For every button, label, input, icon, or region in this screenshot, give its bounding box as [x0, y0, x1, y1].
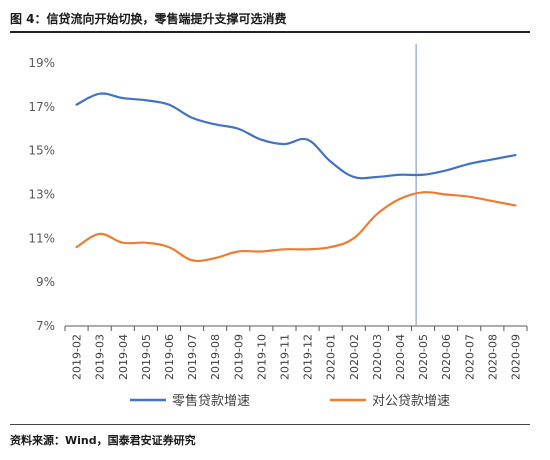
x-tick-label: 2019-04 — [117, 334, 130, 380]
line-chart: 7%9%11%13%15%17%19% 2019-02 2019-03 2019-0… — [28, 44, 528, 409]
x-tick-label: 2019-02 — [71, 334, 84, 380]
x-tick-label: 2019-10 — [255, 334, 268, 380]
x-tick-label: 2019-08 — [209, 334, 222, 380]
x-tick-label: 2019-11 — [278, 334, 291, 380]
x-tick-label: 2020-03 — [371, 334, 384, 380]
y-tick-label: 17% — [28, 100, 55, 114]
x-tick-label: 2020-07 — [463, 334, 476, 380]
x-tick-label: 2020-01 — [325, 334, 338, 380]
figure-title: 图 4：信贷流向开始切换，零售端提升支撑可选消费 — [10, 12, 287, 26]
series-lines — [75, 92, 517, 263]
legend: 零售贷款增速 对公贷款增速 — [130, 393, 450, 409]
y-tick-label: 7% — [36, 319, 55, 333]
x-tick-label: 2019-07 — [186, 334, 199, 380]
series-line-0 — [75, 92, 517, 180]
y-tick-label: 19% — [28, 56, 55, 70]
y-tick-label: 13% — [28, 188, 55, 202]
x-tick-label: 2019-12 — [302, 334, 315, 380]
x-tick-label: 2020-05 — [417, 334, 430, 380]
x-tick-label: 2019-05 — [140, 334, 153, 380]
series-line-1 — [75, 191, 517, 263]
x-tick-label: 2020-02 — [348, 334, 361, 380]
y-tick-label: 9% — [36, 275, 55, 289]
x-tick-label: 2019-09 — [232, 334, 245, 380]
y-tick-label: 15% — [28, 144, 55, 158]
x-tick-label: 2019-06 — [163, 334, 176, 380]
legend-label: 零售贷款增速 — [172, 393, 250, 409]
title-divider — [10, 31, 530, 33]
x-tick-label: 2020-06 — [440, 334, 453, 380]
x-tick-label: 2019-03 — [94, 334, 107, 380]
x-axis: 2019-02 2019-03 2019-04 2019-05 2019-06 2019-… — [64, 325, 528, 380]
legend-label: 对公贷款增速 — [372, 394, 450, 409]
y-tick-label: 11% — [28, 231, 55, 245]
y-axis: 7% 9% 11% 13% 15% 17% 19% — [28, 56, 55, 333]
source-note: 资料来源：Wind，国泰君安证券研究 — [10, 434, 196, 447]
x-tick-label: 2020-04 — [394, 334, 407, 380]
source-divider — [10, 424, 530, 425]
x-tick-label: 2020-08 — [486, 334, 499, 380]
x-tick-label: 2020-09 — [509, 334, 522, 380]
